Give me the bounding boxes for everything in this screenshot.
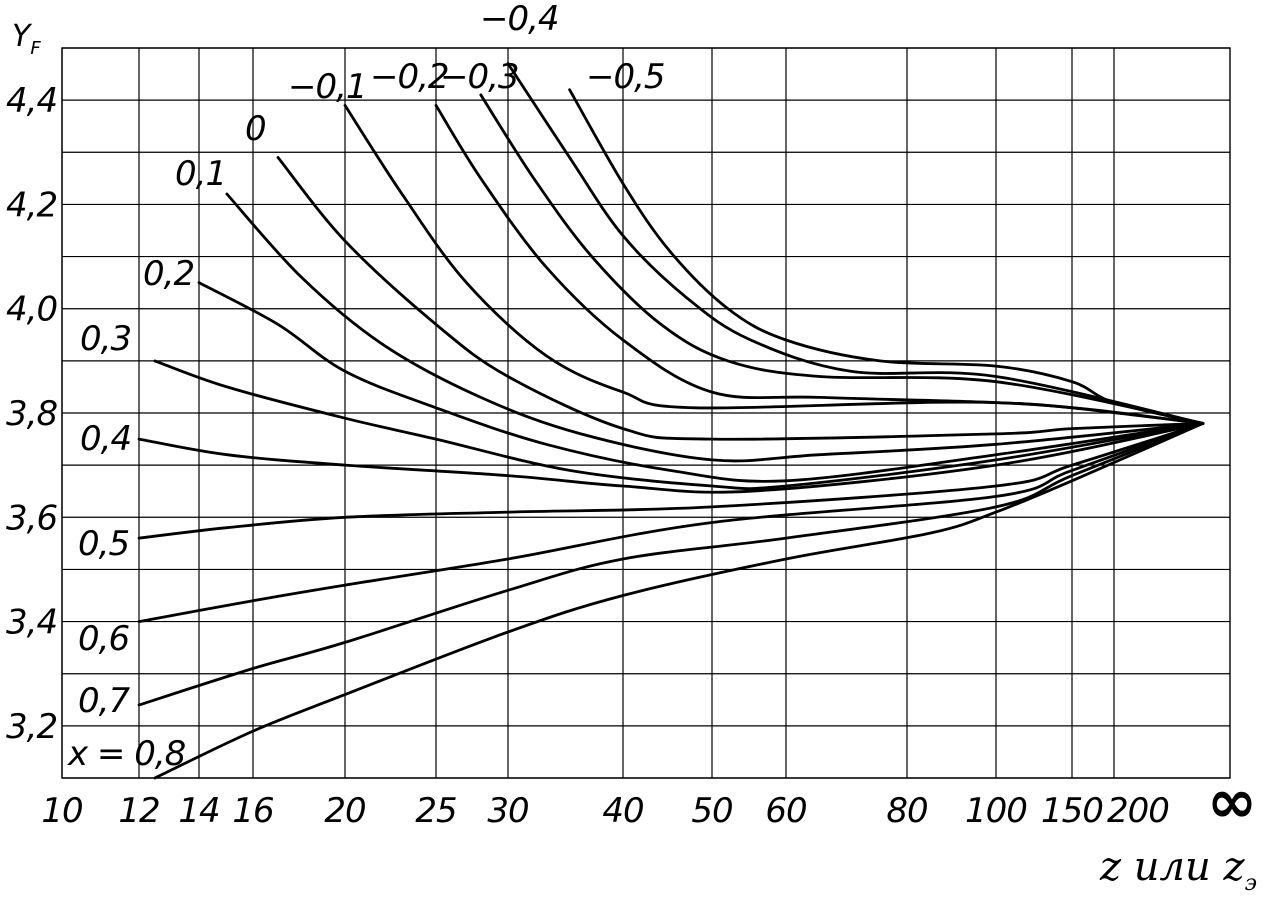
series-label: −0,5 (586, 57, 665, 97)
series-label: −0,1 (288, 67, 367, 107)
series-line (137, 422, 1205, 623)
series-line (197, 281, 1205, 483)
series-label: 0,6 (78, 619, 129, 659)
series-label: 0,7 (78, 681, 130, 721)
series-label: 0,4 (80, 419, 131, 459)
series-line (479, 93, 1205, 425)
axes: 10 12 14 16 20 25 30 40 50 60 80 100 150 200 ∞ 3,2 3,4 3,… (6, 81, 1257, 837)
y-axis-title-subscript: F (30, 38, 41, 59)
y-tick-label: 3,4 (6, 603, 57, 643)
x-tick-label-infinity: ∞ (1207, 767, 1257, 837)
labels: −0,5 −0,4 −0,3−0,2−0,1 0 0,1 0,2 0,3 0,4 0,5 0,6 0… (67, 0, 666, 774)
series-line (137, 422, 1205, 540)
series-label: 0,5 (78, 524, 129, 564)
x-tick-label: 200 (1107, 791, 1169, 831)
y-tick-label: 4,0 (6, 290, 57, 330)
series-line (153, 422, 1205, 780)
series-line (153, 359, 1205, 491)
x-tick-label: 150 (1041, 791, 1103, 831)
x-tick-label: 20 (324, 791, 365, 831)
series-line (568, 88, 1205, 425)
x-tick-label: 80 (886, 791, 927, 831)
series-line (276, 156, 1205, 441)
x-axis-title-subscript: э (1245, 871, 1257, 896)
x-tick-label: 30 (487, 791, 528, 831)
curves (137, 62, 1205, 780)
series-label: x = 0,8 (67, 734, 186, 774)
y-tick-label: 4,4 (6, 81, 57, 121)
x-tick-label: 25 (415, 791, 456, 831)
series-label: 0,1 (175, 154, 226, 194)
x-axis-title: z или zэ (1099, 844, 1257, 896)
x-tick-label: 12 (118, 791, 159, 831)
series-line (137, 422, 1205, 707)
y-axis-title: YF (12, 19, 41, 59)
series-line (225, 192, 1205, 463)
series-label: −0,4 (480, 0, 559, 39)
grid (61, 47, 1231, 779)
series-line (137, 422, 1205, 494)
y-tick-label: 3,2 (6, 707, 57, 747)
y-tick-label: 4,2 (6, 185, 57, 225)
x-tick-label: 40 (602, 791, 643, 831)
series-label: 0,3 (80, 319, 131, 359)
x-tick-label: 100 (965, 791, 1027, 831)
series-label: 0 (245, 109, 266, 149)
y-tick-label: 3,6 (6, 498, 57, 538)
x-tick-label: 16 (232, 791, 274, 831)
x-tick-label: 50 (691, 791, 732, 831)
series-line (506, 62, 1205, 425)
series-label: −0,3 (440, 57, 519, 97)
series-label: 0,2 (143, 254, 194, 294)
x-tick-label: 14 (178, 791, 219, 831)
x-tick-label: 10 (41, 791, 82, 831)
x-tick-label: 60 (765, 791, 806, 831)
series-label: −0,2 (370, 57, 449, 97)
series-line (343, 104, 1205, 425)
y-tick-label: 3,8 (6, 394, 57, 434)
